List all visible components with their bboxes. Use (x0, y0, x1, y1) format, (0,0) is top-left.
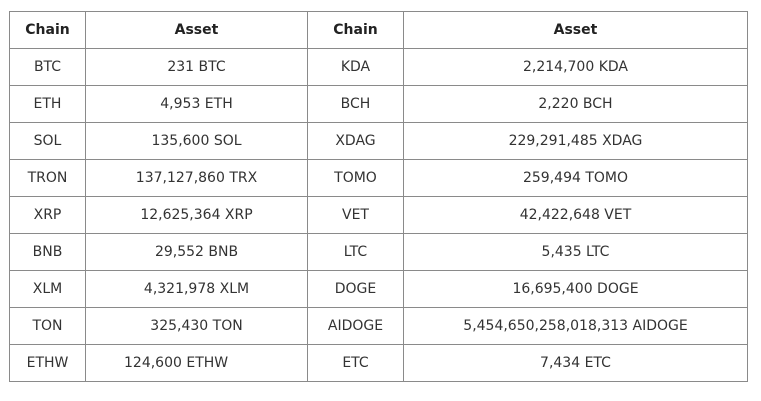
asset-cell: 29,552 BNB (85, 233, 308, 271)
asset-cell: 42,422,648 VET (403, 196, 748, 234)
chain-cell: TON (9, 307, 86, 345)
asset-cell: 7,434 ETC (403, 344, 748, 382)
asset-table: Chain Asset Chain Asset BTC 231 BTC KDA … (9, 11, 748, 382)
header-chain-1: Chain (9, 11, 86, 49)
chain-cell: TRON (9, 159, 86, 197)
asset-cell: 16,695,400 DOGE (403, 270, 748, 308)
table-row: XRP 12,625,364 XRP VET 42,422,648 VET (9, 196, 748, 234)
asset-cell: 135,600 SOL (85, 122, 308, 160)
asset-cell: 5,454,650,258,018,313 AIDOGE (403, 307, 748, 345)
asset-cell: 4,321,978 XLM (85, 270, 308, 308)
chain-cell: LTC (307, 233, 404, 271)
chain-cell: SOL (9, 122, 86, 160)
chain-cell: ETHW (9, 344, 86, 382)
asset-cell: 12,625,364 XRP (85, 196, 308, 234)
asset-cell: 4,953 ETH (85, 85, 308, 123)
asset-cell: 2,214,700 KDA (403, 48, 748, 86)
header-asset-2: Asset (403, 11, 748, 49)
chain-cell: DOGE (307, 270, 404, 308)
table-row: BTC 231 BTC KDA 2,214,700 KDA (9, 48, 748, 86)
asset-cell: 231 BTC (85, 48, 308, 86)
chain-cell: ETC (307, 344, 404, 382)
chain-cell: ETH (9, 85, 86, 123)
asset-cell: 325,430 TON (85, 307, 308, 345)
chain-cell: BCH (307, 85, 404, 123)
asset-cell: 2,220 BCH (403, 85, 748, 123)
table-row: SOL 135,600 SOL XDAG 229,291,485 XDAG (9, 122, 748, 160)
table-row: XLM 4,321,978 XLM DOGE 16,695,400 DOGE (9, 270, 748, 308)
chain-cell: VET (307, 196, 404, 234)
chain-cell: XDAG (307, 122, 404, 160)
chain-cell: KDA (307, 48, 404, 86)
table-row: TRON 137,127,860 TRX TOMO 259,494 TOMO (9, 159, 748, 197)
chain-cell: TOMO (307, 159, 404, 197)
asset-cell: 5,435 LTC (403, 233, 748, 271)
table-row: BNB 29,552 BNB LTC 5,435 LTC (9, 233, 748, 271)
chain-cell: XLM (9, 270, 86, 308)
chain-cell: BNB (9, 233, 86, 271)
asset-cell: 229,291,485 XDAG (403, 122, 748, 160)
chain-cell: AIDOGE (307, 307, 404, 345)
table-row: ETH 4,953 ETH BCH 2,220 BCH (9, 85, 748, 123)
asset-cell: 124,600 ETHW (85, 344, 308, 382)
table-row: TON 325,430 TON AIDOGE 5,454,650,258,018… (9, 307, 748, 345)
header-asset-1: Asset (85, 11, 308, 49)
asset-cell: 137,127,860 TRX (85, 159, 308, 197)
header-chain-2: Chain (307, 11, 404, 49)
chain-cell: XRP (9, 196, 86, 234)
table-row: ETHW 124,600 ETHW ETC 7,434 ETC (9, 344, 748, 382)
asset-table-container: Chain Asset Chain Asset BTC 231 BTC KDA … (9, 11, 748, 382)
table-header-row: Chain Asset Chain Asset (9, 11, 748, 49)
chain-cell: BTC (9, 48, 86, 86)
asset-cell: 259,494 TOMO (403, 159, 748, 197)
